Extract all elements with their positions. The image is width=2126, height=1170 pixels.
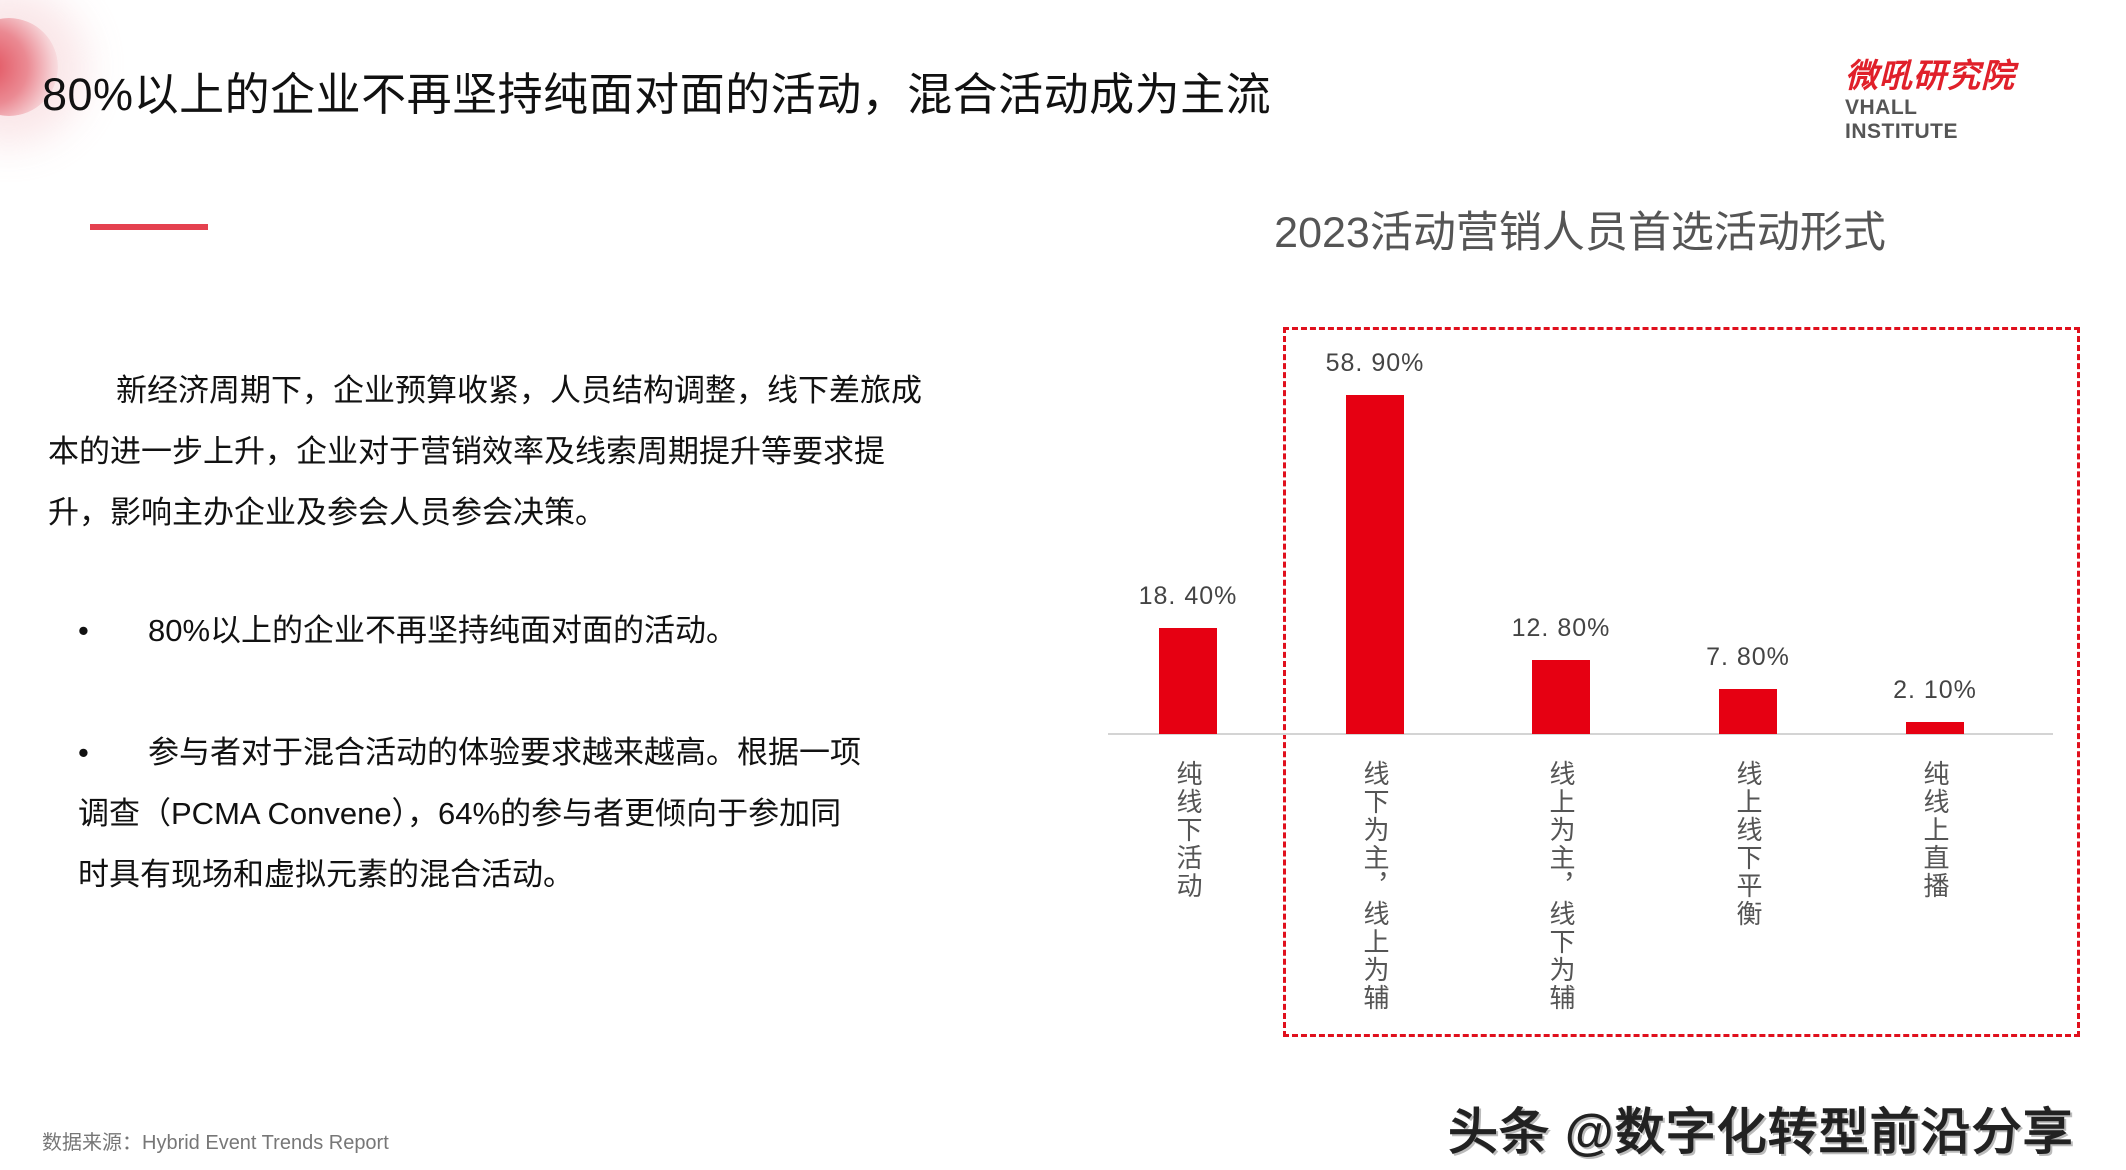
intro-text: 新经济周期下，企业预算收紧，人员结构调整，线下差旅成本的进一步上升，企业对于营销… [48,373,922,530]
bullet-text-line-3: 时具有现场和虚拟元素的混合活动。 [78,857,574,892]
bullet-item-2: • 参与者对于混合活动的体验要求越来越高。根据一项 调查（PCMA Conven… [78,722,938,905]
bullet-text-line-1: 参与者对于混合活动的体验要求越来越高。根据一项 [148,735,861,770]
bar [1159,628,1217,734]
bar-value-label: 58. 90% [1325,349,1425,377]
bar [1532,660,1590,734]
logo-english: VHALL INSTITUTE [1845,96,1958,143]
bullet-marker: • [78,613,89,648]
accent-divider [90,224,208,230]
watermark: 头条 @数字化转型前沿分享 [1448,1104,2074,1160]
bullet-item-1: • 80%以上的企业不再坚持纯面对面的活动。 [78,600,938,661]
category-label: 线上线下平衡 [1733,760,1763,928]
bar [1719,689,1777,734]
bar-value-label: 7. 80% [1706,643,1790,671]
intro-paragraph: 新经济周期下，企业预算收紧，人员结构调整，线下差旅成本的进一步上升，企业对于营销… [48,360,928,543]
bullet-text-line-2: 调查（PCMA Convene），64%的参与者更倾向于参加同 [78,796,842,831]
page-title: 80%以上的企业不再坚持纯面对面的活动，混合活动成为主流 [42,69,1272,120]
category-label: 线上为主，线下为辅 [1546,760,1576,1012]
data-source-note: 数据来源：Hybrid Event Trends Report [42,1132,389,1154]
category-label: 线下为主，线上为辅 [1360,760,1390,1012]
bar-value-label: 2. 10% [1893,676,1977,704]
bullet-marker: • [78,735,89,770]
vhall-logo: 微吼研究院 VHALL INSTITUTE [1845,58,2035,144]
bar [1906,722,1964,734]
x-axis-line [1108,733,2053,735]
bar-value-label: 12. 80% [1511,614,1611,642]
category-label: 纯线上直播 [1920,760,1950,900]
bullet-text: 80%以上的企业不再坚持纯面对面的活动。 [148,613,738,648]
highlight-dashed-box [1283,327,2080,1037]
logo-chinese: 微吼研究院 [1845,57,2015,94]
chart-title: 2023活动营销人员首选活动形式 [1274,209,1886,257]
bar [1346,395,1404,734]
category-label: 纯线下活动 [1173,760,1203,900]
bar-value-label: 18. 40% [1138,582,1238,610]
